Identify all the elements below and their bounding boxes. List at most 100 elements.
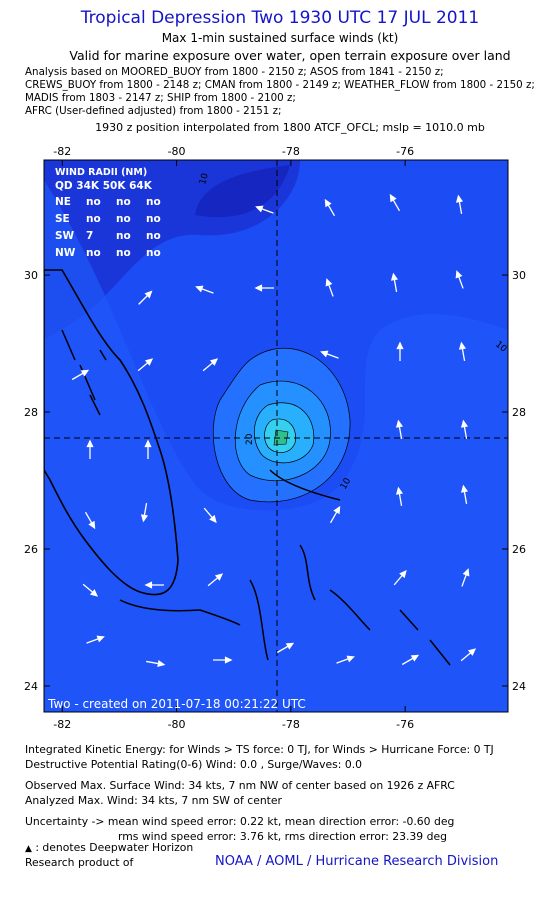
wind-arrow-head xyxy=(396,341,404,350)
radii-cell: no xyxy=(146,247,161,259)
footer-line: rms wind speed error: 3.76 kt, rms direc… xyxy=(118,830,447,843)
wind-arrow-head xyxy=(89,589,99,597)
footer-line: Integrated Kinetic Energy: for Winds > T… xyxy=(25,743,494,756)
x-tick-label: -76 xyxy=(396,718,414,731)
wind-arrow-head xyxy=(144,358,154,366)
org-link[interactable]: NOAA / AOML / Hurricane Research Divisio… xyxy=(215,854,499,869)
wind-arrow xyxy=(395,486,404,506)
wind-arrow-head xyxy=(214,573,224,581)
wind-arrow xyxy=(137,358,154,372)
wind-arrow-head xyxy=(346,655,355,663)
wind-arrow xyxy=(86,439,94,459)
radii-quadrant: NW xyxy=(55,247,76,259)
wind-arrow-head xyxy=(157,659,166,668)
footer-line: Analyzed Max. Wind: 34 kts, 7 nm SW of c… xyxy=(25,794,282,807)
radii-cell: no xyxy=(116,230,131,242)
wind-arrow xyxy=(276,642,295,654)
wind-arrow xyxy=(336,655,355,664)
wind-arrow xyxy=(461,568,470,587)
radii-cell: no xyxy=(86,213,101,225)
wind-arrow xyxy=(396,341,404,361)
wind-arrow-head xyxy=(320,350,329,358)
wind-arrow xyxy=(329,505,341,524)
wind-arrow-head xyxy=(195,285,204,293)
radii-cell: no xyxy=(146,230,161,242)
radii-cell: no xyxy=(116,247,131,259)
radii-cell: no xyxy=(146,213,161,225)
legend-note: ▲ : denotes Deepwater Horizon xyxy=(25,841,194,854)
title: Tropical Depression Two 1930 UTC 17 JUL … xyxy=(80,8,480,28)
source-line: AFRC (User-defined adjusted) from 1800 -… xyxy=(25,105,282,117)
created-note: Two - created on 2011-07-18 00:21:22 UTC xyxy=(47,697,306,711)
wind-arrow xyxy=(138,290,153,305)
wind-arrow xyxy=(325,278,334,297)
wind-arrow xyxy=(455,194,464,214)
wind-arrow xyxy=(203,507,217,524)
source-line: Analysis based on MOORED_BUOY from 1800 … xyxy=(25,66,444,78)
contour-label: 10 xyxy=(198,172,211,186)
wind-arrow-head xyxy=(255,205,264,213)
wind-arrow xyxy=(86,635,105,644)
wind-arrow-head xyxy=(458,341,467,350)
wind-arrow-head xyxy=(460,419,469,428)
radii-cell: no xyxy=(86,247,101,259)
wind-arrow xyxy=(255,205,274,214)
wind-arrow xyxy=(202,358,219,372)
wind-arrow xyxy=(324,198,336,217)
wind-arrow xyxy=(144,439,152,459)
wind-arrow-head xyxy=(88,520,96,530)
wind-arrow-head xyxy=(399,569,407,579)
sources: Analysis based on MOORED_BUOY from 1800 … xyxy=(25,66,535,118)
wind-arrow xyxy=(144,581,164,589)
y-tick-label: 26 xyxy=(512,543,526,556)
wind-arrow-head xyxy=(389,193,397,203)
wind-arrow-head xyxy=(144,581,153,589)
map: -82 -82 -80 -80 -78 -78 -76 -76 30 30 28 28 26 26 24 24… xyxy=(24,145,526,731)
wind-arrow xyxy=(84,511,96,530)
wind-arrow xyxy=(401,654,420,666)
radii-cell: no xyxy=(146,196,161,208)
radii-header: QD 34K 50K 64K xyxy=(55,180,153,192)
source-line: MADIS from 1803 - 2147 z; SHIP from 1800… xyxy=(25,92,296,104)
y-tick-label: 24 xyxy=(512,680,526,693)
radii-cell: no xyxy=(116,196,131,208)
radii-quadrant: SW xyxy=(55,230,75,242)
wind-arrow-head xyxy=(209,358,219,366)
wind-arrow-head xyxy=(410,654,420,662)
wind-arrow xyxy=(458,341,467,361)
radii-cell: no xyxy=(86,196,101,208)
wind-arrow-head xyxy=(462,568,470,577)
y-tick-label: 26 xyxy=(24,543,38,556)
wind-arrow xyxy=(460,484,469,504)
wind-arrow-head xyxy=(254,284,263,292)
position-note: 1930 z position interpolated from 1800 A… xyxy=(95,121,485,134)
x-tick-label: -78 xyxy=(282,718,300,731)
radii-cell: no xyxy=(116,213,131,225)
wind-arrow-head xyxy=(209,514,217,524)
wind-arrow-head xyxy=(395,419,404,428)
legend-text: : denotes Deepwater Horizon xyxy=(35,841,194,854)
wind-arrow xyxy=(455,270,464,289)
contour-label: 20 xyxy=(245,433,255,445)
wind-arrow-head xyxy=(455,194,464,203)
wind-arrow-head xyxy=(144,439,152,448)
wind-arrow xyxy=(146,659,166,668)
y-tick-label: 30 xyxy=(512,269,526,282)
wind-arrow xyxy=(460,648,477,662)
wind-arrow xyxy=(140,503,149,523)
source-line: CREWS_BUOY from 1800 - 2148 z; CMAN from… xyxy=(25,79,535,91)
x-tick-label: -76 xyxy=(396,145,414,158)
y-tick-label: 24 xyxy=(24,680,38,693)
wind-arrow-head xyxy=(455,270,463,279)
wind-arrow-head xyxy=(285,642,295,650)
footer: Integrated Kinetic Energy: for Winds > T… xyxy=(25,742,494,844)
valid-note: Valid for marine exposure over water, op… xyxy=(69,48,511,63)
wind-arrow xyxy=(393,569,407,586)
wind-arrow-head xyxy=(324,198,332,208)
radii-quadrant: SE xyxy=(55,213,70,225)
footer-line: Uncertainty -> mean wind speed error: 0.… xyxy=(25,815,455,828)
x-tick-label: -82 xyxy=(53,718,71,731)
y-tick-label: 28 xyxy=(512,406,526,419)
research-note: Research product of xyxy=(25,856,134,869)
